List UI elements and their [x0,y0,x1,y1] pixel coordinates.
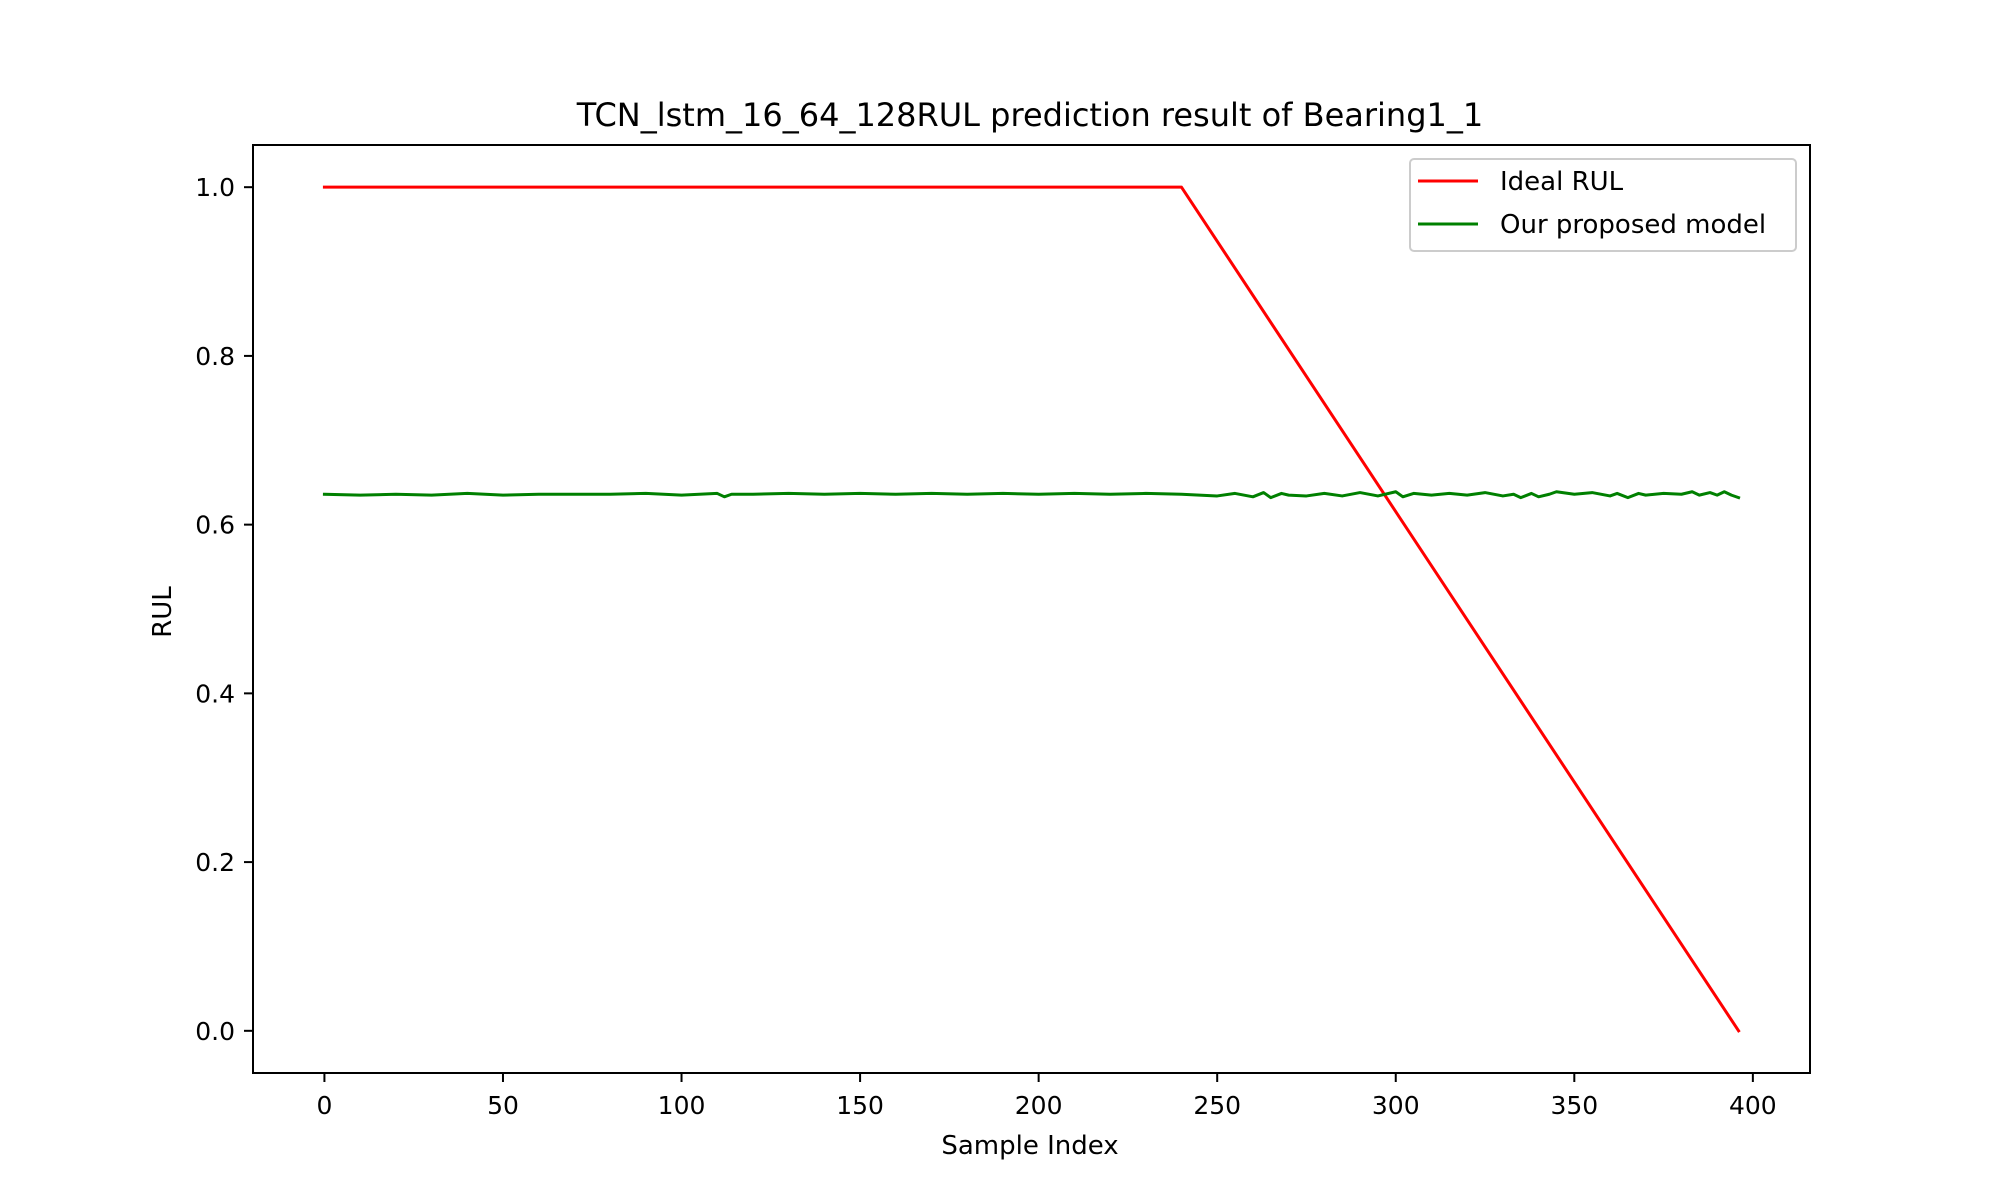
y-axis: 0.0 0.2 0.4 0.6 0.8 1.0 [195,173,253,1046]
y-tick-label: 0.0 [195,1017,235,1046]
plot-frame [252,144,1811,1074]
x-tick-label: 200 [1015,1091,1063,1120]
x-axis-label: Sample Index [941,1131,1118,1161]
x-tick-label: 0 [316,1091,332,1120]
y-tick-label: 0.2 [195,848,235,877]
x-tick-label: 250 [1193,1091,1241,1120]
legend-label-ideal-rul: Ideal RUL [1500,167,1624,197]
y-tick-label: 0.4 [195,679,235,708]
x-tick-label: 350 [1550,1091,1598,1120]
x-tick-label: 150 [836,1091,884,1120]
legend-label-proposed-model: Our proposed model [1500,210,1766,240]
y-tick-label: 1.0 [195,173,235,202]
series-line-our-proposed-model [322,490,1741,500]
x-axis: 0 50 100 150 200 250 300 350 400 [316,1073,1777,1120]
legend: Ideal RUL Our proposed model [1409,158,1797,252]
x-tick-label: 300 [1372,1091,1420,1120]
x-tick-label: 100 [658,1091,706,1120]
y-tick-label: 0.8 [195,342,235,371]
x-tick-label: 400 [1729,1091,1777,1120]
legend-box [1409,158,1797,252]
series-layer [322,185,1741,1033]
series-line-ideal-rul [322,185,1741,1033]
y-tick-label: 0.6 [195,511,235,540]
chart-title: TCN_lstm_16_64_128RUL prediction result … [576,96,1483,134]
y-axis-label: RUL [148,586,178,638]
x-tick-label: 50 [487,1091,519,1120]
